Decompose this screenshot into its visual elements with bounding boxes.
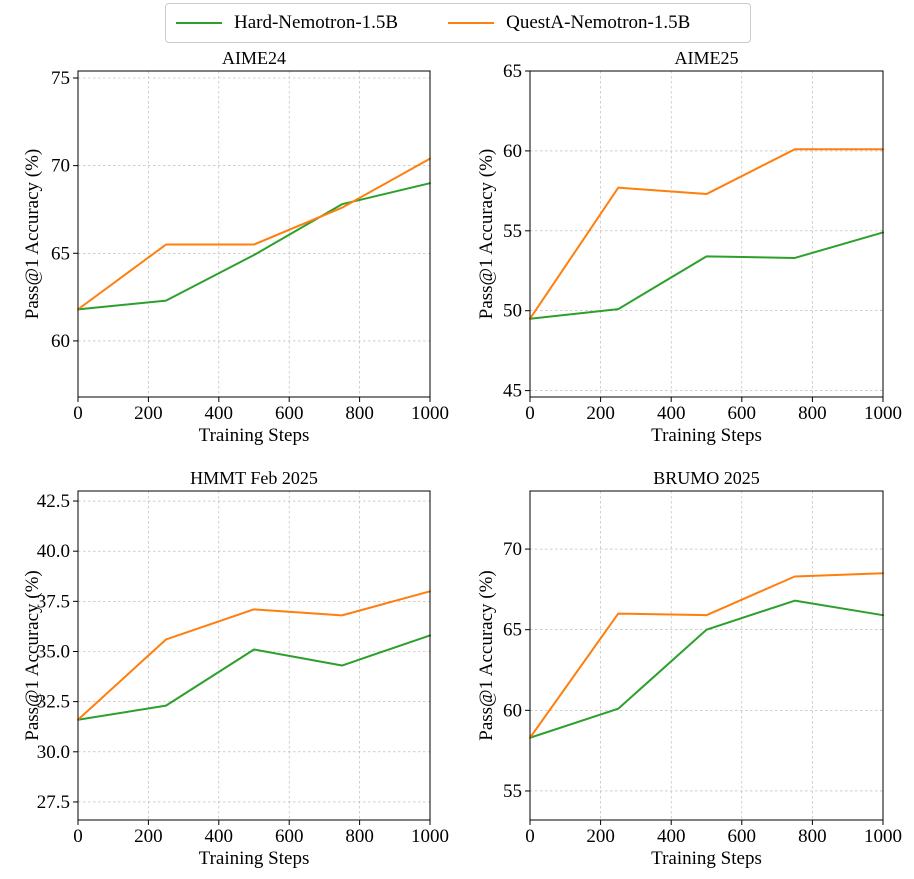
y-tick-label: 70 xyxy=(503,539,522,560)
plot-frame xyxy=(529,70,884,398)
y-tick-label: 55 xyxy=(503,221,522,242)
x-tick-label: 200 xyxy=(134,403,163,424)
x-tick-label: 1000 xyxy=(864,826,902,847)
y-tick-label: 27.5 xyxy=(37,792,70,813)
y-tick-label: 30.0 xyxy=(37,742,70,763)
x-tick-label: 800 xyxy=(345,826,374,847)
chart-title: AIME25 xyxy=(675,48,739,68)
chart-panel-2: 0 200 400 600 800 1000 45 50 55 60 65 AIME25 Trainin… xyxy=(476,48,902,446)
y-tick-label: 65 xyxy=(51,243,70,264)
x-tick-label: 800 xyxy=(798,826,827,847)
chart-panel-3: 0 200 400 600 800 1000 27.5 30.0 32.5 35.0 37.5 40.… xyxy=(22,468,449,869)
x-tick-label: 0 xyxy=(525,826,535,847)
y-tick-label: 60 xyxy=(51,331,70,352)
y-tick-label: 65 xyxy=(503,61,522,82)
series-line-questa-nemotron-1-5b xyxy=(77,590,431,721)
plot-frame xyxy=(77,70,431,398)
series-line-questa-nemotron-1-5b xyxy=(529,148,884,320)
chart-panel-4: 0 200 400 600 800 1000 55 60 65 70 BRUMO 2025 Train… xyxy=(476,468,902,869)
y-tick-label: 42.5 xyxy=(37,491,70,512)
x-tick-label: 400 xyxy=(657,826,686,847)
y-tick-label: 60 xyxy=(503,141,522,162)
x-axis-title: Training Steps xyxy=(651,848,762,869)
x-tick-label: 400 xyxy=(205,826,234,847)
y-axis-title: Pass@1 Accuracy (%) xyxy=(476,149,497,320)
y-tick-label: 70 xyxy=(51,156,70,177)
x-tick-label: 800 xyxy=(345,403,374,424)
series-line-questa-nemotron-1-5b xyxy=(77,157,431,311)
series-line-hard-nemotron-1-5b xyxy=(529,231,884,320)
y-tick-label: 32.5 xyxy=(37,692,70,713)
legend-line-hard xyxy=(176,22,222,24)
y-axis-title: Pass@1 Accuracy (%) xyxy=(22,149,43,320)
y-tick-label: 60 xyxy=(503,700,522,721)
plot-frame xyxy=(77,490,431,821)
x-tick-label: 0 xyxy=(73,826,83,847)
x-tick-label: 400 xyxy=(657,403,686,424)
x-tick-label: 1000 xyxy=(411,403,449,424)
x-axis-title: Training Steps xyxy=(651,425,762,446)
x-tick-label: 0 xyxy=(525,403,535,424)
y-tick-label: 37.5 xyxy=(37,591,70,612)
x-tick-label: 600 xyxy=(275,826,304,847)
chart-panel-1: 0 200 400 600 800 1000 60 65 70 75 AIME24 Training … xyxy=(22,48,449,446)
x-tick-label: 600 xyxy=(728,826,757,847)
x-tick-label: 400 xyxy=(205,403,234,424)
y-axis-title: Pass@1 Accuracy (%) xyxy=(476,570,497,741)
y-tick-label: 65 xyxy=(503,620,522,641)
y-tick-label: 55 xyxy=(503,781,522,802)
series-line-hard-nemotron-1-5b xyxy=(77,634,431,721)
y-tick-label: 35.0 xyxy=(37,641,70,662)
x-tick-label: 200 xyxy=(586,403,615,424)
plot-frame xyxy=(529,490,884,821)
legend-item-questa: QuestA-Nemotron-1.5B xyxy=(448,12,690,34)
x-tick-label: 800 xyxy=(798,403,827,424)
chart-title: BRUMO 2025 xyxy=(653,468,760,488)
x-tick-label: 200 xyxy=(134,826,163,847)
legend-item-hard: Hard-Nemotron-1.5B xyxy=(176,12,398,34)
y-tick-label: 75 xyxy=(51,68,70,89)
y-axis-title: Pass@1 Accuracy (%) xyxy=(22,570,43,741)
x-axis-title: Training Steps xyxy=(199,425,310,446)
chart-title: AIME24 xyxy=(222,48,286,68)
x-tick-label: 600 xyxy=(728,403,757,424)
y-tick-label: 40.0 xyxy=(37,541,70,562)
x-tick-label: 600 xyxy=(275,403,304,424)
series-line-hard-nemotron-1-5b xyxy=(77,182,431,311)
y-tick-label: 45 xyxy=(503,381,522,402)
series-line-hard-nemotron-1-5b xyxy=(529,599,884,739)
y-tick-label: 50 xyxy=(503,301,522,322)
x-axis-title: Training Steps xyxy=(199,848,310,869)
series-line-questa-nemotron-1-5b xyxy=(529,572,884,739)
legend-label-hard: Hard-Nemotron-1.5B xyxy=(234,12,399,33)
legend: Hard-Nemotron-1.5B QuestA-Nemotron-1.5B xyxy=(165,3,751,43)
x-tick-label: 200 xyxy=(586,826,615,847)
x-tick-label: 1000 xyxy=(411,826,449,847)
x-tick-label: 1000 xyxy=(864,403,902,424)
legend-label-questa: QuestA-Nemotron-1.5B xyxy=(506,12,691,33)
legend-line-questa xyxy=(448,22,495,24)
x-tick-label: 0 xyxy=(73,403,83,424)
chart-title: HMMT Feb 2025 xyxy=(190,468,318,488)
